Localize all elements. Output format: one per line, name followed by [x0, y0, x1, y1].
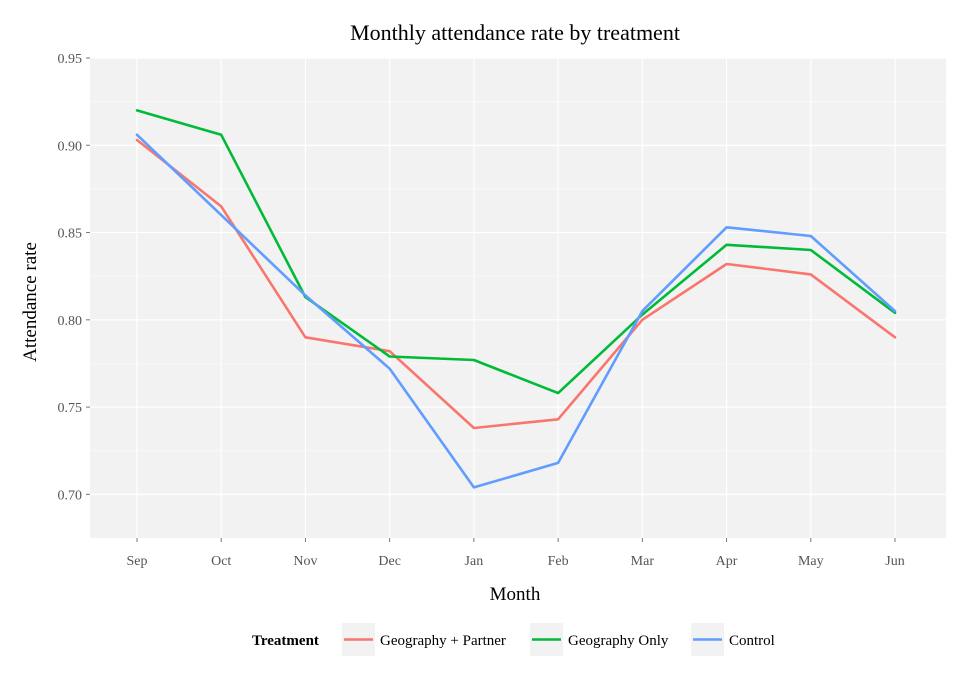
y-tick-label: 0.75 [58, 401, 83, 416]
x-tick-label: Oct [211, 554, 231, 569]
legend: Treatment Geography + Partner Geography O… [252, 623, 775, 656]
series-line-3 [135, 133, 897, 489]
legend-label: Geography + Partner [380, 633, 506, 649]
chart-title: Monthly attendance rate by treatment [350, 20, 680, 45]
x-tick-label: Apr [716, 554, 738, 569]
y-axis-ticks: 0.70 0.75 0.80 0.85 0.90 0.95 [58, 52, 90, 503]
x-tick-label: Feb [548, 554, 569, 569]
x-tick-label: Dec [378, 554, 401, 569]
y-tick-label: 0.80 [58, 314, 83, 329]
x-tick-label: Nov [293, 554, 317, 569]
legend-label: Control [729, 633, 775, 649]
y-tick-label: 0.85 [58, 227, 83, 242]
x-axis-ticks: Sep Oct Nov Dec Jan Feb Mar Apr May Jun [127, 538, 905, 569]
series-line-1 [135, 138, 897, 430]
x-tick-label: May [798, 554, 824, 569]
x-tick-label: Jan [465, 554, 484, 569]
x-axis-title: Month [490, 584, 541, 605]
plot-panel [90, 58, 946, 538]
series-line-2 [135, 109, 897, 395]
y-tick-label: 0.70 [58, 488, 83, 503]
y-tick-label: 0.90 [58, 139, 83, 154]
y-axis-title: Attendance rate [20, 242, 41, 362]
x-tick-label: Sep [127, 554, 148, 569]
x-tick-label: Jun [885, 554, 904, 569]
legend-title: Treatment [252, 633, 319, 649]
x-tick-label: Mar [631, 554, 655, 569]
legend-label: Geography Only [568, 633, 669, 649]
series-lines [135, 109, 897, 489]
y-tick-label: 0.95 [58, 52, 83, 67]
